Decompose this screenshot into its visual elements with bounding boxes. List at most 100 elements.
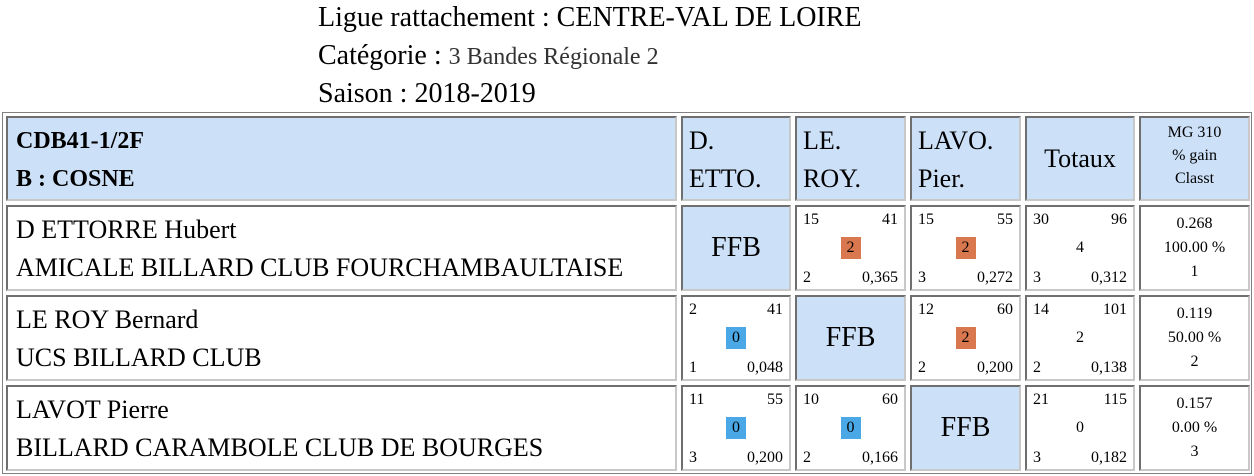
self-label: FFB bbox=[711, 232, 761, 263]
column-header-line1: D. bbox=[689, 126, 715, 155]
player-club: UCS BILLARD CLUB bbox=[16, 343, 262, 372]
pct-gain-label: % gain bbox=[1172, 147, 1217, 164]
column-header-line2: ROY. bbox=[803, 164, 862, 193]
match-average: 0,272 bbox=[977, 269, 1013, 286]
total-points: 21 bbox=[1033, 391, 1049, 408]
match-cell: 12 60 2 2 0,200 bbox=[910, 295, 1021, 381]
match-points: 2 bbox=[689, 301, 697, 318]
pct-gain-value: 50.00 % bbox=[1167, 329, 1222, 346]
total-average: 0,312 bbox=[1091, 269, 1127, 286]
category-line: Catégorie : 3 Bandes Régionale 2 bbox=[318, 40, 659, 73]
results-table: CDB41-1/2F B : COSNE D. ETTO. LE. ROY. L… bbox=[2, 112, 1252, 474]
player-club: BILLARD CARAMBOLE CLUB DE BOURGES bbox=[16, 433, 544, 462]
stats-cell: 0.268 100.00 % 1 bbox=[1139, 205, 1250, 291]
column-header-line1: LE. bbox=[803, 126, 842, 155]
column-header-ettorre: D. ETTO. bbox=[681, 116, 791, 201]
total-reprises: 96 bbox=[1111, 211, 1127, 228]
match-average: 0,166 bbox=[862, 449, 898, 466]
team-name: B : COSNE bbox=[16, 166, 135, 192]
match-cell: 10 60 0 2 0,166 bbox=[795, 385, 906, 471]
total-reprises: 115 bbox=[1103, 391, 1127, 408]
player-name: LE ROY Bernard bbox=[16, 305, 199, 334]
pct-gain-value: 100.00 % bbox=[1163, 239, 1226, 256]
rank-value: 3 bbox=[1190, 443, 1199, 460]
total-points: 14 bbox=[1033, 301, 1049, 318]
total-result: 2 bbox=[1076, 329, 1084, 346]
total-matches: 3 bbox=[1033, 449, 1041, 466]
match-count: 3 bbox=[918, 269, 926, 286]
totals-header: Totaux bbox=[1025, 116, 1135, 201]
match-reprises: 41 bbox=[767, 301, 783, 318]
match-average: 0,200 bbox=[977, 359, 1013, 376]
season-line: Saison : 2018-2019 bbox=[318, 78, 536, 110]
player-cell: LE ROY Bernard UCS BILLARD CLUB bbox=[6, 295, 677, 381]
mg-value: 0.268 bbox=[1176, 215, 1213, 232]
pct-gain-value: 0.00 % bbox=[1171, 419, 1218, 436]
match-count: 2 bbox=[803, 449, 811, 466]
category-value: 3 Bandes Régionale 2 bbox=[448, 44, 659, 70]
match-average: 0,365 bbox=[862, 269, 898, 286]
player-name: LAVOT Pierre bbox=[16, 395, 169, 424]
totals-label: Totaux bbox=[1044, 143, 1116, 173]
match-count: 2 bbox=[918, 359, 926, 376]
column-header-line2: ETTO. bbox=[689, 164, 762, 193]
category-label: Catégorie : bbox=[318, 40, 449, 71]
total-points: 30 bbox=[1033, 211, 1049, 228]
total-result: 4 bbox=[1076, 239, 1084, 256]
player-cell: LAVOT Pierre BILLARD CARAMBOLE CLUB DE B… bbox=[6, 385, 677, 471]
stats-cell: 0.119 50.00 % 2 bbox=[1139, 295, 1250, 381]
match-points: 10 bbox=[803, 391, 819, 408]
team-header-cell: CDB41-1/2F B : COSNE bbox=[6, 116, 677, 201]
match-reprises: 41 bbox=[882, 211, 898, 228]
total-average: 0,138 bbox=[1091, 359, 1127, 376]
match-reprises: 55 bbox=[997, 211, 1013, 228]
league-line: Ligue rattachement : CENTRE-VAL DE LOIRE bbox=[318, 2, 862, 34]
match-count: 1 bbox=[689, 359, 697, 376]
season-value: 2018-2019 bbox=[414, 78, 536, 109]
match-points: 12 bbox=[918, 301, 934, 318]
player-name: D ETTORRE Hubert bbox=[16, 215, 237, 244]
match-reprises: 60 bbox=[997, 301, 1013, 318]
match-points: 11 bbox=[689, 391, 705, 408]
totals-cell: 14 101 2 2 0,138 bbox=[1025, 295, 1135, 381]
match-count: 3 bbox=[689, 449, 697, 466]
self-match-cell: FFB bbox=[681, 205, 791, 291]
total-reprises: 101 bbox=[1103, 301, 1127, 318]
match-reprises: 60 bbox=[882, 391, 898, 408]
match-result-badge: 0 bbox=[726, 327, 746, 349]
match-average: 0,048 bbox=[747, 359, 783, 376]
player-cell: D ETTORRE Hubert AMICALE BILLARD CLUB FO… bbox=[6, 205, 677, 291]
match-cell: 11 55 0 3 0,200 bbox=[681, 385, 791, 471]
match-average: 0,200 bbox=[747, 449, 783, 466]
match-result-badge: 2 bbox=[840, 237, 861, 259]
column-header-lavot: LAVO. Pier. bbox=[910, 116, 1021, 201]
season-label: Saison : bbox=[318, 78, 415, 109]
mg-header: MG 310 % gain Classt bbox=[1139, 116, 1250, 201]
total-matches: 2 bbox=[1033, 359, 1041, 376]
team-code: CDB41-1/2F bbox=[16, 128, 144, 154]
match-count: 2 bbox=[803, 269, 811, 286]
column-header-leroy: LE. ROY. bbox=[795, 116, 906, 201]
rank-label: Classt bbox=[1174, 170, 1215, 187]
match-reprises: 55 bbox=[767, 391, 783, 408]
total-average: 0,182 bbox=[1091, 449, 1127, 466]
match-points: 15 bbox=[918, 211, 934, 228]
column-header-line2: Pier. bbox=[918, 164, 965, 193]
match-cell: 15 55 2 3 0,272 bbox=[910, 205, 1021, 291]
mg-value: 0.119 bbox=[1176, 305, 1213, 322]
rank-value: 1 bbox=[1190, 263, 1199, 280]
player-club: AMICALE BILLARD CLUB FOURCHAMBAULTAISE bbox=[16, 253, 624, 282]
stats-cell: 0.157 0.00 % 3 bbox=[1139, 385, 1250, 471]
league-value: CENTRE-VAL DE LOIRE bbox=[556, 2, 862, 33]
mg-label: MG 310 bbox=[1167, 124, 1222, 141]
match-result-badge: 0 bbox=[840, 417, 861, 439]
match-cell: 15 41 2 2 0,365 bbox=[795, 205, 906, 291]
rank-value: 2 bbox=[1190, 353, 1199, 370]
self-label: FFB bbox=[825, 322, 876, 353]
league-label: Ligue rattachement : bbox=[318, 2, 557, 33]
match-cell: 2 41 0 1 0,048 bbox=[681, 295, 791, 381]
self-match-cell: FFB bbox=[910, 385, 1021, 471]
match-result-badge: 2 bbox=[955, 327, 976, 349]
mg-value: 0.157 bbox=[1176, 395, 1213, 412]
match-result-badge: 2 bbox=[955, 237, 976, 259]
